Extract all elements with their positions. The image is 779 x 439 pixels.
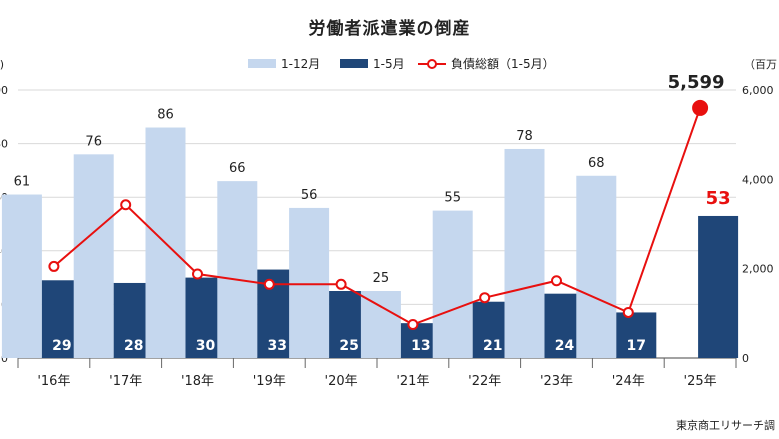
- debt-point: [551, 275, 562, 287]
- left-axis-tick: 0: [1, 352, 8, 365]
- bar-jan-may-label: 28: [124, 338, 143, 354]
- debt-point: [407, 319, 419, 330]
- bar-jan-may-label: 21: [483, 338, 502, 354]
- bar-full-year-label: 61: [14, 175, 31, 190]
- debt-point: [622, 306, 634, 318]
- legend-marker-debt: [427, 59, 437, 69]
- debt-point: [263, 278, 275, 290]
- legend-swatch-jan-may: [340, 59, 368, 68]
- bar-full-year: [432, 210, 473, 358]
- right-axis-tick: 2,000: [742, 263, 774, 276]
- legend-label-jan-may: 1-5月: [373, 57, 405, 71]
- debt-line: [53, 107, 702, 326]
- bar-full-year: [360, 291, 401, 358]
- bar-full-year-label: 68: [588, 156, 605, 171]
- chart-title: 労働者派遣業の倒産: [308, 19, 471, 39]
- bar-full-year: [576, 175, 617, 358]
- left-axis-tick: 100: [0, 84, 8, 97]
- left-axis-unit: ): [0, 58, 4, 71]
- x-axis-tick: '21年: [396, 374, 429, 389]
- bar-jan-may: [616, 312, 657, 358]
- bar-full-year-label: 56: [301, 188, 318, 203]
- right-axis-tick: 6,000: [742, 84, 774, 97]
- debt-point: [192, 268, 203, 280]
- bar-jan-may-highlight-label: 53: [706, 188, 731, 209]
- x-axis-tick: '17年: [109, 374, 142, 389]
- bar-jan-may-label: 17: [627, 338, 646, 354]
- bar-full-year-label: 86: [157, 108, 174, 123]
- bar-full-year: [289, 207, 330, 358]
- bar-full-year-label: 78: [516, 129, 533, 144]
- x-axis-tick: '16年: [37, 374, 70, 389]
- bar-full-year-label: 66: [229, 161, 246, 176]
- bar-jan-may-label: 25: [339, 338, 358, 354]
- x-axis-tick: '25年: [684, 374, 717, 389]
- bar-full-year-label: 25: [373, 271, 390, 286]
- left-axis-tick: 80: [0, 138, 8, 151]
- x-axis-tick: '18年: [181, 374, 214, 389]
- bar-jan-may-label: 13: [411, 338, 430, 354]
- debt-point: [335, 278, 347, 290]
- legend-label-debt: 負債総額（1-5月）: [451, 56, 555, 71]
- x-axis-tick: '19年: [253, 374, 286, 389]
- bar-full-year: [1, 194, 42, 358]
- x-axis-tick: '22年: [468, 374, 501, 389]
- bar-jan-may-label: 33: [268, 338, 287, 354]
- x-axis-tick: '20年: [325, 374, 358, 389]
- bar-full-year: [73, 154, 114, 358]
- bar-jan-may-label: 29: [52, 338, 71, 354]
- legend-swatch-full-year: [248, 59, 276, 68]
- bar-full-year: [504, 148, 545, 358]
- right-axis-unit: （百万: [744, 58, 777, 71]
- bar-full-year-label: 76: [85, 134, 102, 149]
- bar-full-year: [217, 181, 258, 358]
- right-axis-tick: 4,000: [742, 173, 774, 186]
- debt-point: [479, 292, 491, 304]
- source-note: 東京商工リサーチ調: [676, 419, 775, 432]
- x-axis-tick: '24年: [612, 374, 645, 389]
- right-axis-tick: 0: [742, 352, 749, 365]
- debt-point: [48, 260, 60, 272]
- debt-point: [120, 199, 132, 211]
- debt-point-highlight: [692, 99, 709, 116]
- bar-jan-may-label: 30: [196, 338, 216, 354]
- legend-label-full-year: 1-12月: [281, 57, 320, 71]
- x-axis-tick: '23年: [540, 374, 573, 389]
- bar-jan-may: [698, 215, 739, 358]
- debt-highlight-label: 5,599: [668, 72, 725, 93]
- bar-jan-may-label: 24: [555, 338, 575, 354]
- bar-full-year-label: 55: [444, 191, 461, 206]
